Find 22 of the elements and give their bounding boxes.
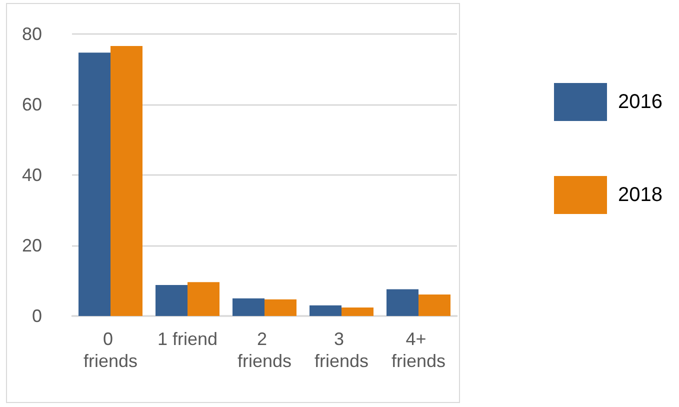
y-tick-label: 40 bbox=[22, 165, 42, 185]
legend-label: 2018 bbox=[618, 184, 662, 206]
y-tick-label: 20 bbox=[22, 236, 42, 256]
bar bbox=[310, 305, 342, 316]
bar bbox=[342, 308, 374, 316]
y-tick-label: 80 bbox=[22, 24, 42, 44]
legend-label: 2016 bbox=[618, 91, 662, 113]
bar bbox=[188, 282, 220, 316]
x-tick-label: 3 friends bbox=[314, 329, 369, 371]
bar bbox=[110, 46, 142, 316]
bar bbox=[386, 289, 418, 316]
bar bbox=[156, 284, 188, 316]
x-tick-label: 2 friends bbox=[237, 329, 292, 371]
y-tick-label: 0 bbox=[32, 306, 42, 326]
x-tick-label: 4+ friends bbox=[391, 329, 446, 371]
bar bbox=[264, 299, 296, 316]
y-tick-label: 60 bbox=[22, 94, 42, 114]
bar bbox=[232, 298, 264, 316]
x-tick-label: 1 friend bbox=[157, 329, 218, 349]
bar bbox=[418, 294, 450, 316]
bar bbox=[78, 52, 110, 316]
x-tick-label: 0 friends bbox=[83, 329, 138, 371]
